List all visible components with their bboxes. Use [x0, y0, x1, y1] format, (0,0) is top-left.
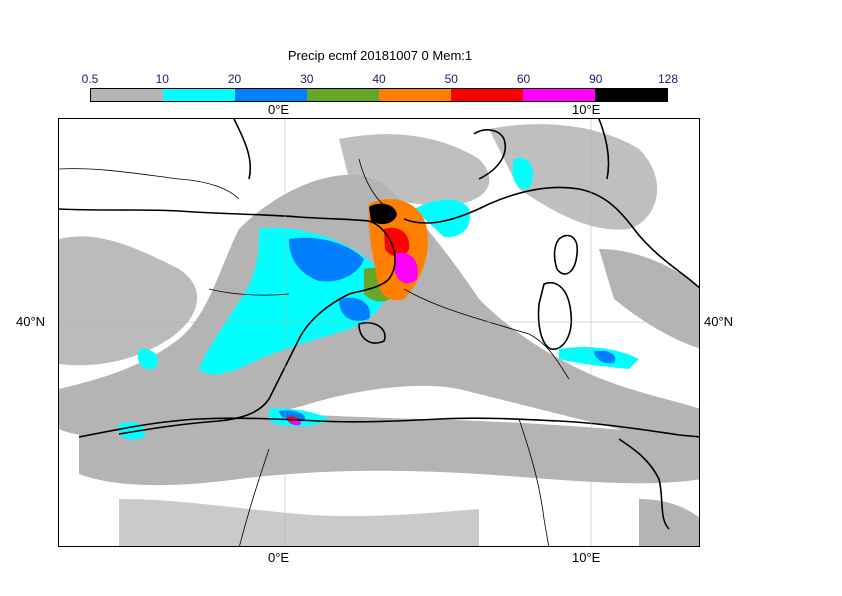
colorbar-segment — [163, 89, 235, 101]
colorbar-segment — [379, 89, 451, 101]
colorbar-tick: 90 — [589, 72, 603, 86]
colorbar — [90, 88, 668, 102]
colorbar-tick: 40 — [372, 72, 386, 86]
colorbar-segment — [307, 89, 379, 101]
colorbar-tick: 10 — [155, 72, 169, 86]
colorbar-segment — [523, 89, 595, 101]
lon-label-bottom-10: 10°E — [572, 550, 601, 565]
lon-label-top-10: 10°E — [572, 102, 601, 117]
colorbar-tick: 20 — [227, 72, 242, 86]
precip-light — [59, 124, 699, 546]
colorbar-tick-labels: 0.5 10 20 30 40 50 60 90 128 — [82, 72, 678, 88]
graticule — [59, 119, 699, 546]
lat-label-left-40: 40°N — [16, 314, 46, 329]
map-canvas — [59, 119, 699, 546]
lon-label-bottom-0: 0°E — [268, 550, 290, 565]
map-title: Precip ecmf 20181007 0 Mem:1 — [287, 48, 473, 63]
lat-label-right-40: 40°N — [704, 314, 734, 329]
colorbar-tick: 50 — [444, 72, 458, 86]
colorbar-tick: 60 — [516, 72, 531, 86]
borders — [59, 158, 570, 546]
precip-20-30 — [279, 237, 616, 422]
colorbar-tick: 0.5 — [81, 72, 99, 86]
precip-90-128 — [369, 203, 397, 225]
colorbar-segment — [235, 89, 307, 101]
colorbar-tick: 30 — [300, 72, 314, 86]
colorbar-segment — [451, 89, 523, 101]
lon-label-top-0: 0°E — [268, 102, 290, 117]
colorbar-segment — [595, 89, 667, 101]
precip-map — [58, 118, 700, 547]
coastlines — [59, 119, 699, 530]
colorbar-segment — [91, 89, 163, 101]
colorbar-tick: 128 — [657, 72, 679, 86]
